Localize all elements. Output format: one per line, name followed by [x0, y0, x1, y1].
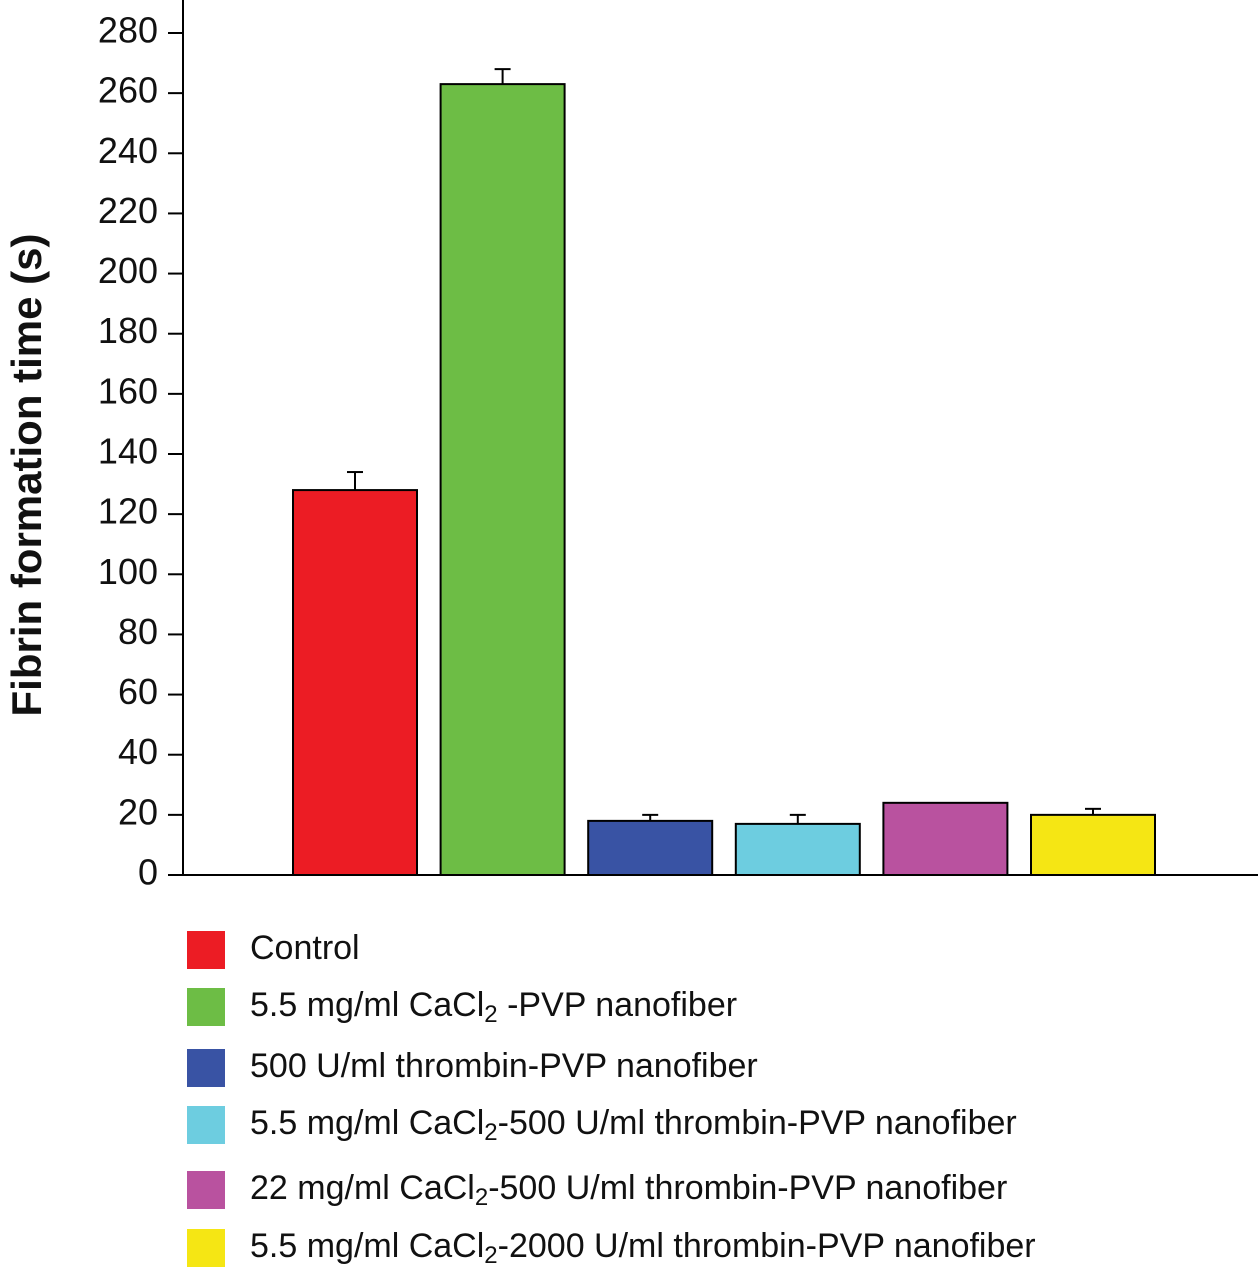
y-tick-label: 60 [118, 671, 158, 712]
legend-label: 5.5 mg/ml CaCl2 -PVP nanofiber [250, 986, 737, 1028]
y-tick-label: 80 [118, 611, 158, 652]
y-tick-label: 220 [98, 190, 158, 231]
legend-swatch [187, 1229, 225, 1267]
y-tick-label: 120 [98, 491, 158, 532]
y-tick-label: 260 [98, 70, 158, 111]
legend-swatch [187, 1049, 225, 1087]
y-tick-label: 0 [138, 852, 158, 893]
legend-swatch [187, 988, 225, 1026]
bar [587, 819, 714, 876]
bar [882, 801, 1009, 876]
bar [439, 83, 566, 877]
y-tick-label: 280 [98, 10, 158, 51]
y-tick-label: 40 [118, 731, 158, 772]
legend-label: Control [250, 929, 360, 967]
bar [734, 822, 861, 877]
y-tick-label: 20 [118, 791, 158, 832]
legend-swatch [187, 1171, 225, 1209]
legend-label: 5.5 mg/ml CaCl2-2000 U/ml thrombin-PVP n… [250, 1227, 1036, 1269]
error-bar [347, 471, 363, 491]
error-bar [1085, 807, 1101, 815]
legend-label: 22 mg/ml CaCl2-500 U/ml thrombin-PVP nan… [250, 1169, 1007, 1211]
bar [292, 489, 418, 876]
error-bar [789, 813, 806, 824]
y-tick-label: 100 [98, 551, 158, 592]
legend-label: 5.5 mg/ml CaCl2-500 U/ml thrombin-PVP na… [250, 1104, 1017, 1146]
y-tick-label: 180 [98, 310, 158, 351]
y-tick-label: 140 [98, 431, 158, 472]
y-tick-label: 240 [98, 130, 158, 171]
y-axis-title: Fibrin formation time (s) [3, 234, 50, 717]
y-tick-label: 160 [98, 370, 158, 411]
legend-swatch [187, 1106, 225, 1144]
legend-label: 500 U/ml thrombin-PVP nanofiber [250, 1047, 758, 1085]
error-bar [494, 68, 511, 85]
bar [1030, 813, 1156, 876]
error-bar [642, 813, 659, 821]
y-tick-label: 200 [98, 250, 158, 291]
legend-swatch [187, 931, 225, 969]
